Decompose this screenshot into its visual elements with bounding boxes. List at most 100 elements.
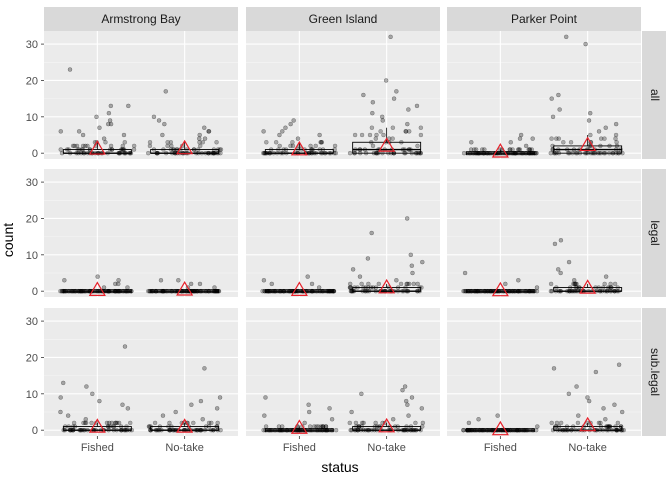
data-point xyxy=(218,427,223,433)
data-point xyxy=(598,420,603,426)
data-point xyxy=(413,420,418,426)
data-point xyxy=(603,274,609,279)
data-point xyxy=(516,147,522,152)
data-point xyxy=(60,380,66,386)
data-point xyxy=(534,285,540,290)
data-point xyxy=(83,143,88,149)
data-point xyxy=(473,147,479,152)
data-point xyxy=(419,406,425,411)
data-point xyxy=(188,281,194,287)
data-point xyxy=(158,278,164,283)
data-point xyxy=(261,150,266,156)
data-point xyxy=(101,136,107,141)
data-point xyxy=(327,406,332,411)
data-point xyxy=(167,420,172,426)
y-axis-title: count xyxy=(0,223,16,257)
mean-marker xyxy=(491,420,509,436)
data-point xyxy=(162,121,167,127)
data-point xyxy=(197,143,203,149)
data-point xyxy=(418,125,424,130)
data-point xyxy=(114,420,120,426)
data-point xyxy=(378,129,383,134)
data-point xyxy=(116,278,121,283)
data-point xyxy=(65,413,71,418)
data-point xyxy=(619,409,625,415)
data-point xyxy=(305,274,310,279)
data-point xyxy=(388,34,393,40)
data-point xyxy=(405,121,410,127)
data-point xyxy=(116,420,122,426)
data-point xyxy=(329,417,335,422)
mean-marker xyxy=(88,140,106,155)
panel-background xyxy=(44,31,238,159)
data-point xyxy=(383,78,389,83)
data-point xyxy=(461,427,466,433)
data-point xyxy=(535,424,540,429)
data-point xyxy=(403,398,409,404)
data-point xyxy=(308,143,313,149)
data-point xyxy=(318,140,323,145)
data-point xyxy=(127,420,133,426)
panel-2-0 xyxy=(447,31,641,159)
data-point xyxy=(196,136,202,141)
data-point xyxy=(373,420,378,426)
data-point xyxy=(405,402,410,407)
data-point xyxy=(74,143,80,149)
data-point xyxy=(214,140,219,145)
panel-background xyxy=(447,31,641,159)
panel-background xyxy=(246,308,440,436)
data-point xyxy=(370,110,375,116)
data-point xyxy=(380,118,385,123)
data-point xyxy=(415,143,420,149)
data-point xyxy=(476,417,481,422)
data-point xyxy=(125,285,130,290)
data-point xyxy=(369,230,374,236)
data-point xyxy=(347,420,353,426)
data-point xyxy=(608,281,613,287)
panel-background xyxy=(44,169,238,297)
data-point xyxy=(197,132,202,138)
data-point xyxy=(561,140,566,145)
panel-1-0 xyxy=(246,31,440,159)
panel-1-2 xyxy=(246,308,440,436)
data-point xyxy=(402,384,408,389)
data-point xyxy=(406,107,411,112)
data-point xyxy=(163,89,169,94)
mean-marker xyxy=(290,140,308,156)
panel-background xyxy=(246,169,440,297)
data-point xyxy=(557,107,562,112)
data-point xyxy=(116,281,121,287)
column-strip-label: Armstrong Bay xyxy=(101,12,180,26)
data-point xyxy=(374,132,379,138)
data-point xyxy=(552,241,558,247)
data-point xyxy=(370,143,376,149)
data-point xyxy=(277,143,282,149)
data-point xyxy=(414,103,420,109)
data-point xyxy=(58,147,64,152)
data-point xyxy=(352,132,358,138)
mean-marker xyxy=(290,281,308,296)
data-point xyxy=(361,92,366,98)
panel-2-1 xyxy=(447,169,641,297)
data-point xyxy=(276,424,282,429)
x-tick-label: Fished xyxy=(283,442,316,454)
data-point xyxy=(319,140,325,145)
data-point xyxy=(406,413,411,418)
data-point xyxy=(156,118,162,123)
mean-marker xyxy=(176,139,194,155)
data-point xyxy=(122,344,128,349)
data-point xyxy=(350,267,356,272)
data-point xyxy=(197,140,202,145)
data-point xyxy=(390,125,396,130)
data-point xyxy=(288,121,293,127)
mean-marker xyxy=(579,136,597,152)
data-point xyxy=(261,129,266,134)
data-point xyxy=(206,129,212,134)
data-point xyxy=(548,288,554,294)
y-tick-label: 0 xyxy=(32,425,38,437)
data-point xyxy=(556,136,562,141)
panel-0-1 xyxy=(44,169,238,297)
data-point xyxy=(71,420,77,426)
data-point xyxy=(277,132,282,138)
